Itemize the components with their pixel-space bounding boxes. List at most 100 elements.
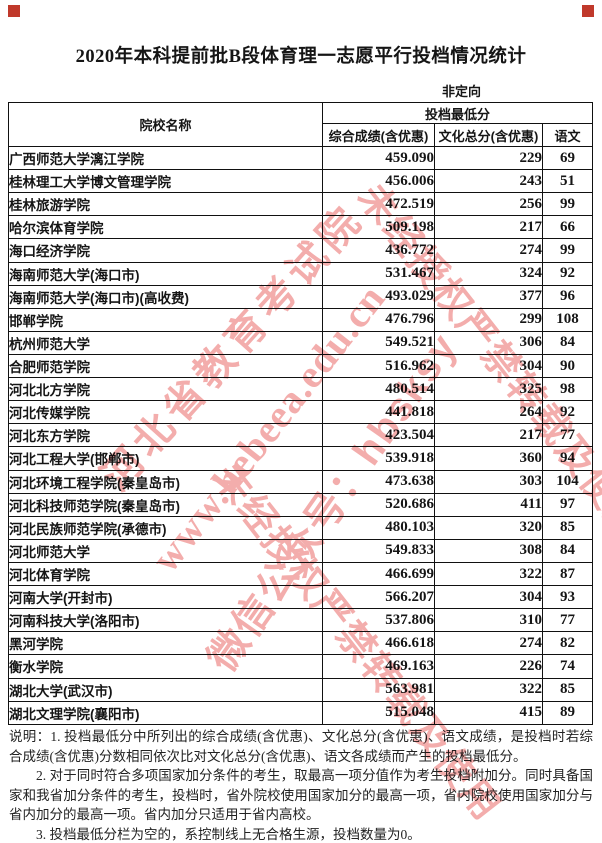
cell-school-name: 河北环境工程学院(秦皇岛市) [8,469,323,494]
page-title: 2020年本科提前批B段体育理一志愿平行投档情况统计 [75,47,527,67]
table-row: 河南科技大学(洛阳市) 537.806 310 77 [8,608,594,633]
cell-chinese-score: 90 [541,353,594,379]
cell-comprehensive-score: 466.699 [322,561,435,587]
cell-culture-score: 306 [434,330,543,355]
cell-comprehensive-score: 469.163 [322,654,435,679]
cell-school-name: 杭州师范大学 [8,330,323,355]
cell-culture-score: 304 [434,585,543,610]
cell-comprehensive-score: 516.962 [322,353,435,379]
cell-comprehensive-score: 423.504 [322,423,435,448]
cell-comprehensive-score: 436.772 [322,238,435,263]
cell-school-name: 黑河学院 [8,631,323,656]
cell-culture-score: 217 [434,423,543,448]
cell-chinese-score: 66 [541,215,594,240]
col-header-chinese: 语文 [541,123,594,147]
cell-culture-score: 415 [434,700,543,726]
table-row: 河南大学(开封市) 566.207 304 93 [8,585,594,610]
table-row: 海南师范大学(海口市)(高收费) 493.029 377 96 [8,284,594,309]
cell-school-name: 海南师范大学(海口市)(高收费) [8,284,323,309]
cell-culture-score: 308 [434,538,543,563]
cell-chinese-score: 85 [541,677,594,702]
orientation-label: 非定向 [442,84,482,99]
table-row: 河北科技师范学院(秦皇岛市) 520.686 411 97 [8,492,594,517]
cell-chinese-score: 97 [541,492,594,517]
cell-chinese-score: 82 [541,631,594,656]
cell-chinese-score: 94 [541,446,594,471]
cell-chinese-score: 77 [541,423,594,448]
cell-comprehensive-score: 549.833 [322,538,435,563]
cell-school-name: 河北科技师范学院(秦皇岛市) [8,492,323,517]
table-row: 河北北方学院 480.514 325 98 [8,377,594,402]
table-row: 河北传媒学院 441.818 264 92 [8,400,594,425]
cell-culture-score: 322 [434,677,543,702]
cell-culture-score: 256 [434,192,543,217]
table-row: 湖北大学(武汉市) 563.981 322 85 [8,677,594,702]
cell-school-name: 河北北方学院 [8,377,323,402]
cell-culture-score: 243 [434,169,543,194]
table-row: 河北师范大学 549.833 308 84 [8,538,594,563]
cell-culture-score: 226 [434,654,543,679]
note-paragraph-3: 3. 投档最低分栏为空的，系控制线上无合格生源，投档数量为0。 [36,826,421,842]
col-header-min-score: 投档最低分 [321,102,594,124]
cell-culture-score: 229 [434,145,543,171]
table-row: 河北体育学院 466.699 322 87 [8,561,594,587]
cell-comprehensive-score: 493.029 [322,284,435,309]
header-row-1: 院校名称 投档最低分 [8,102,594,147]
cell-chinese-score: 98 [541,377,594,402]
header-row-2: 综合成绩(含优惠) 文化总分(含优惠) 语文 [9,123,594,147]
cell-culture-score: 325 [434,377,543,402]
table-row: 海南师范大学(海口市) 531.467 324 92 [8,261,594,286]
corner-mark-left [8,5,20,17]
cell-culture-score: 303 [434,469,543,494]
cell-school-name: 桂林旅游学院 [8,192,323,217]
cell-comprehensive-score: 531.467 [322,261,435,286]
cell-school-name: 海口经济学院 [8,238,323,263]
table-row: 河北环境工程学院(秦皇岛市) 473.638 303 104 [8,469,594,494]
cell-school-name: 河北体育学院 [8,561,323,587]
cell-comprehensive-score: 549.521 [322,330,435,355]
cell-chinese-score: 89 [541,700,594,726]
table-row: 杭州师范大学 549.521 306 84 [8,330,594,355]
note-paragraph-2: 2. 对于同时符合多项国家加分条件的考生，取最高一项分值作为考生投档附加分。同时… [9,768,593,822]
cell-school-name: 河北传媒学院 [8,400,323,425]
score-table: 院校名称 投档最低分 综合成绩(含优惠) 文化总分(含优惠) 语文 广西师范大学… [8,102,594,726]
cell-culture-score: 322 [434,561,543,587]
cell-school-name: 合肥师范学院 [8,353,323,379]
cell-comprehensive-score: 537.806 [322,608,435,633]
cell-school-name: 湖北文理学院(襄阳市) [8,700,323,726]
table-row: 哈尔滨体育学院 509.198 217 66 [8,215,594,240]
cell-school-name: 河南科技大学(洛阳市) [8,608,323,633]
cell-school-name: 哈尔滨体育学院 [8,215,323,240]
table-row: 黑河学院 466.618 274 82 [8,631,594,656]
table-row: 海口经济学院 436.772 274 99 [8,238,594,263]
cell-comprehensive-score: 520.686 [322,492,435,517]
cell-chinese-score: 96 [541,284,594,309]
cell-culture-score: 324 [434,261,543,286]
cell-comprehensive-score: 539.918 [322,446,435,471]
cell-school-name: 河北工程大学(邯郸市) [8,446,323,471]
table-row: 河北民族师范学院(承德市) 480.103 320 85 [8,515,594,540]
table-row: 桂林旅游学院 472.519 256 99 [8,192,594,217]
cell-chinese-score: 74 [541,654,594,679]
cell-chinese-score: 108 [541,307,594,332]
cell-culture-score: 274 [434,631,543,656]
cell-comprehensive-score: 466.618 [322,631,435,656]
notes-section: 说明：1. 投档最低分中所列出的综合成绩(含优惠)、文化总分(含优惠)、语文成绩… [9,727,593,843]
cell-comprehensive-score: 515.048 [322,700,435,726]
cell-chinese-score: 104 [541,469,594,494]
cell-culture-score: 299 [434,307,543,332]
cell-comprehensive-score: 509.198 [322,215,435,240]
table-row: 河北工程大学(邯郸市) 539.918 360 94 [8,446,594,471]
col-header-school: 院校名称 [8,102,323,147]
cell-school-name: 河南大学(开封市) [8,585,323,610]
table-row: 湖北文理学院(襄阳市) 515.048 415 89 [8,700,594,726]
cell-school-name: 广西师范大学漓江学院 [8,145,323,171]
cell-chinese-score: 85 [541,515,594,540]
cell-comprehensive-score: 476.796 [322,307,435,332]
cell-culture-score: 411 [434,492,543,517]
table-row: 邯郸学院 476.796 299 108 [8,307,594,332]
cell-culture-score: 310 [434,608,543,633]
cell-comprehensive-score: 441.818 [322,400,435,425]
cell-school-name: 海南师范大学(海口市) [8,261,323,286]
